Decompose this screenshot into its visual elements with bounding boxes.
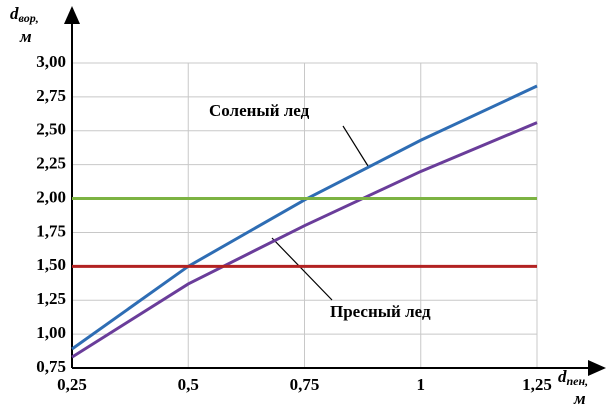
y-tick-label: 3,00 <box>36 52 66 71</box>
y-tick-label: 1,00 <box>36 323 66 342</box>
x-tick-label: 0,25 <box>57 375 87 394</box>
y-tick-label: 1,75 <box>36 221 66 240</box>
y-label-sub: вор, <box>19 11 39 25</box>
series-label: Пресный лед <box>330 302 431 321</box>
x-label-main: d <box>558 367 567 386</box>
y-tick-label: 0,75 <box>36 357 66 376</box>
x-label-sub: пен, <box>567 374 589 388</box>
y-tick-label: 1,50 <box>36 255 66 274</box>
x-label: dпен, <box>558 367 588 388</box>
y-label-main: d <box>10 4 19 23</box>
x-tick-label: 1,25 <box>522 375 552 394</box>
y-label-unit: м <box>19 27 32 46</box>
x-label-unit: м <box>573 389 586 408</box>
x-tick-label: 0,75 <box>290 375 320 394</box>
x-tick-label: 0,5 <box>178 375 199 394</box>
y-tick-label: 2,75 <box>36 86 66 105</box>
y-tick-label: 2,50 <box>36 120 66 139</box>
leader-line <box>342 125 369 167</box>
y-tick-label: 2,25 <box>36 154 66 173</box>
leader-line <box>271 237 333 301</box>
series-label: Соленый лед <box>209 101 310 120</box>
series-line <box>71 121 538 359</box>
y-label: dвор, <box>10 4 39 25</box>
x-tick-label: 1 <box>417 375 426 394</box>
y-tick-label: 1,25 <box>36 289 66 308</box>
y-tick-label: 2,00 <box>36 187 66 206</box>
